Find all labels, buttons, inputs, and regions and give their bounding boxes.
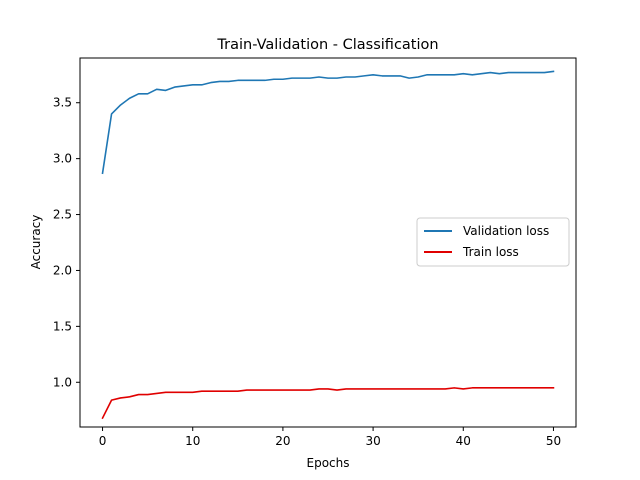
y-axis-title: Accuracy <box>29 215 43 270</box>
y-tick-label: 2.0 <box>53 263 72 277</box>
plot-area: 0 10 20 30 40 50 1.0 1.5 2.0 2.5 3.0 3.5 <box>53 57 577 448</box>
series-line-train-loss <box>101 387 555 420</box>
legend-label-validation-loss: Validation loss <box>463 224 549 238</box>
series-line-validation-loss <box>101 70 555 175</box>
series-layer <box>101 70 555 420</box>
x-tick-label: 30 <box>365 434 380 448</box>
legend-label-train-loss: Train loss <box>462 245 519 259</box>
y-tick-label: 2.5 <box>53 208 72 222</box>
legend-box <box>416 217 570 267</box>
y-tick-label: 3.5 <box>53 96 72 110</box>
y-tick-label: 1.5 <box>53 319 72 333</box>
legend: Validation loss Train loss <box>416 217 570 267</box>
y-tick-label: 1.0 <box>53 375 72 389</box>
x-tick-label: 40 <box>456 434 471 448</box>
x-tick-label: 50 <box>546 434 561 448</box>
x-axis-title: Epochs <box>307 456 350 470</box>
chart-title: Train-Validation - Classification <box>216 37 438 53</box>
x-tick-label: 10 <box>185 434 200 448</box>
x-tick-label: 20 <box>275 434 290 448</box>
x-axis-ticks: 0 10 20 30 40 50 <box>99 427 561 448</box>
x-tick-label: 0 <box>99 434 107 448</box>
y-axis-ticks: 1.0 1.5 2.0 2.5 3.0 3.5 <box>53 96 80 389</box>
y-tick-label: 3.0 <box>53 152 72 166</box>
plot-frame <box>79 57 577 428</box>
